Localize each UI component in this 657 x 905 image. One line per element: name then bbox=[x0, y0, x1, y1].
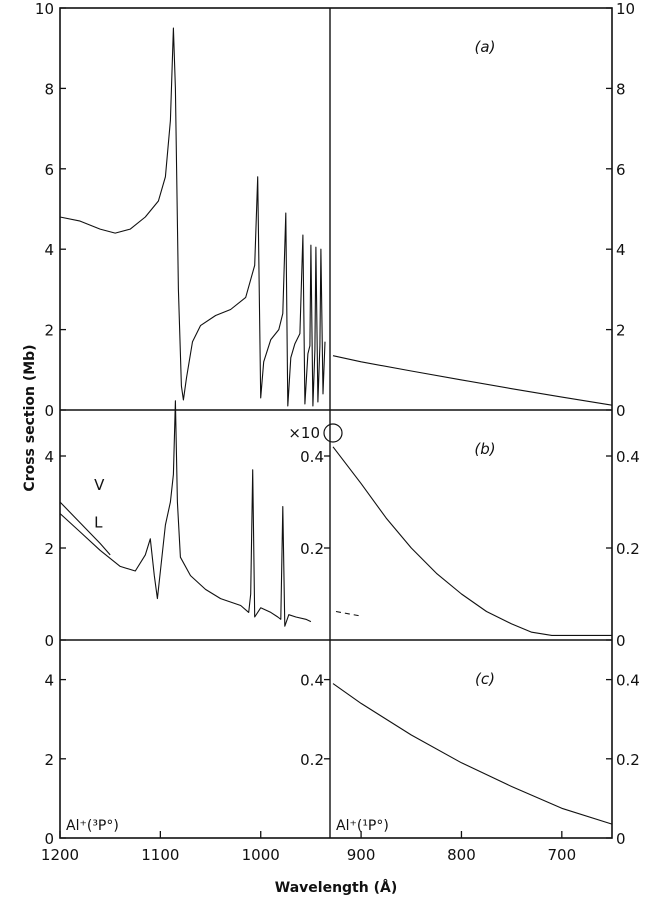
y-axis-title: Cross section (Mb) bbox=[22, 344, 38, 491]
panel-label-2: (b) bbox=[474, 440, 495, 458]
left-tick-label: 0 bbox=[44, 830, 54, 848]
right-tick-label: 0.2 bbox=[616, 540, 640, 558]
series-line-panel1-1 bbox=[59, 27, 326, 407]
series-label-L: L bbox=[94, 514, 103, 532]
left-tick-label: 8 bbox=[44, 80, 54, 98]
x-tick-label: 700 bbox=[547, 846, 576, 864]
left-tick-label: 4 bbox=[44, 241, 54, 259]
mid-tick-label: 0.2 bbox=[300, 540, 324, 558]
right-tick-label: 4 bbox=[616, 241, 626, 259]
right-tick-label: 0 bbox=[616, 402, 626, 420]
left-tick-label: 6 bbox=[44, 161, 54, 179]
left-tick-label: 4 bbox=[44, 672, 54, 690]
mid-tick-label: 0.4 bbox=[300, 448, 324, 466]
right-tick-label: 8 bbox=[616, 80, 626, 98]
left-tick-label: 2 bbox=[44, 322, 54, 340]
left-tick-label: 2 bbox=[44, 751, 54, 769]
series-line-panel2-1 bbox=[59, 501, 111, 556]
panel-label-1: (a) bbox=[475, 38, 496, 56]
series-line-panel1-2 bbox=[332, 355, 613, 406]
x-tick-label: 1000 bbox=[242, 846, 280, 864]
chart-labels: Wavelength (Å) Cross section (Mb) Al⁺(³P… bbox=[22, 38, 496, 896]
multiplier-marker bbox=[323, 423, 343, 443]
panel-frames bbox=[59, 7, 613, 839]
series-line-panel3-1 bbox=[332, 683, 613, 825]
mid-tick-label: 0.2 bbox=[300, 751, 324, 769]
series-line-panel2-4 bbox=[335, 610, 362, 617]
series-label-V: V bbox=[94, 476, 105, 494]
axis-ticks: 0 2 4 6 8 10 0 2 4 6 8 10 0 2 4 0 0.2 0.4 0.2 0.4 0 2 4 0 0.2 0.4… bbox=[35, 0, 640, 864]
left-tick-label: 2 bbox=[44, 540, 54, 558]
x-tick-label: 1100 bbox=[141, 846, 179, 864]
series-line-panel2-3 bbox=[332, 446, 612, 636]
ion-label-left: Al⁺(³P°) bbox=[66, 818, 119, 834]
mid-tick-label: 0.4 bbox=[300, 672, 324, 690]
left-tick-label: 10 bbox=[35, 0, 54, 18]
panel-label-3: (c) bbox=[475, 670, 495, 688]
right-tick-label: 6 bbox=[616, 161, 626, 179]
x-tick-label: 900 bbox=[347, 846, 376, 864]
x-axis-title: Wavelength (Å) bbox=[275, 879, 397, 896]
right-tick-label: 0.4 bbox=[616, 448, 640, 466]
series-line-panel2-2 bbox=[59, 400, 312, 627]
data-curves bbox=[59, 27, 613, 825]
x-tick-label: 800 bbox=[447, 846, 476, 864]
plot-frame bbox=[59, 7, 613, 839]
x-tick-label: 1200 bbox=[41, 846, 79, 864]
right-tick-label: 0.2 bbox=[616, 751, 640, 769]
right-tick-label: 2 bbox=[616, 322, 626, 340]
right-tick-label: 10 bbox=[616, 0, 635, 18]
right-tick-label: 0 bbox=[616, 830, 626, 848]
multiplier-label: ×10 bbox=[288, 424, 320, 442]
left-tick-label: 4 bbox=[44, 448, 54, 466]
left-tick-label: 0 bbox=[44, 402, 54, 420]
right-tick-label: 0 bbox=[616, 632, 626, 650]
left-tick-label: 0 bbox=[44, 632, 54, 650]
right-tick-label: 0.4 bbox=[616, 672, 640, 690]
ion-label-right: Al⁺(¹P°) bbox=[336, 818, 389, 834]
